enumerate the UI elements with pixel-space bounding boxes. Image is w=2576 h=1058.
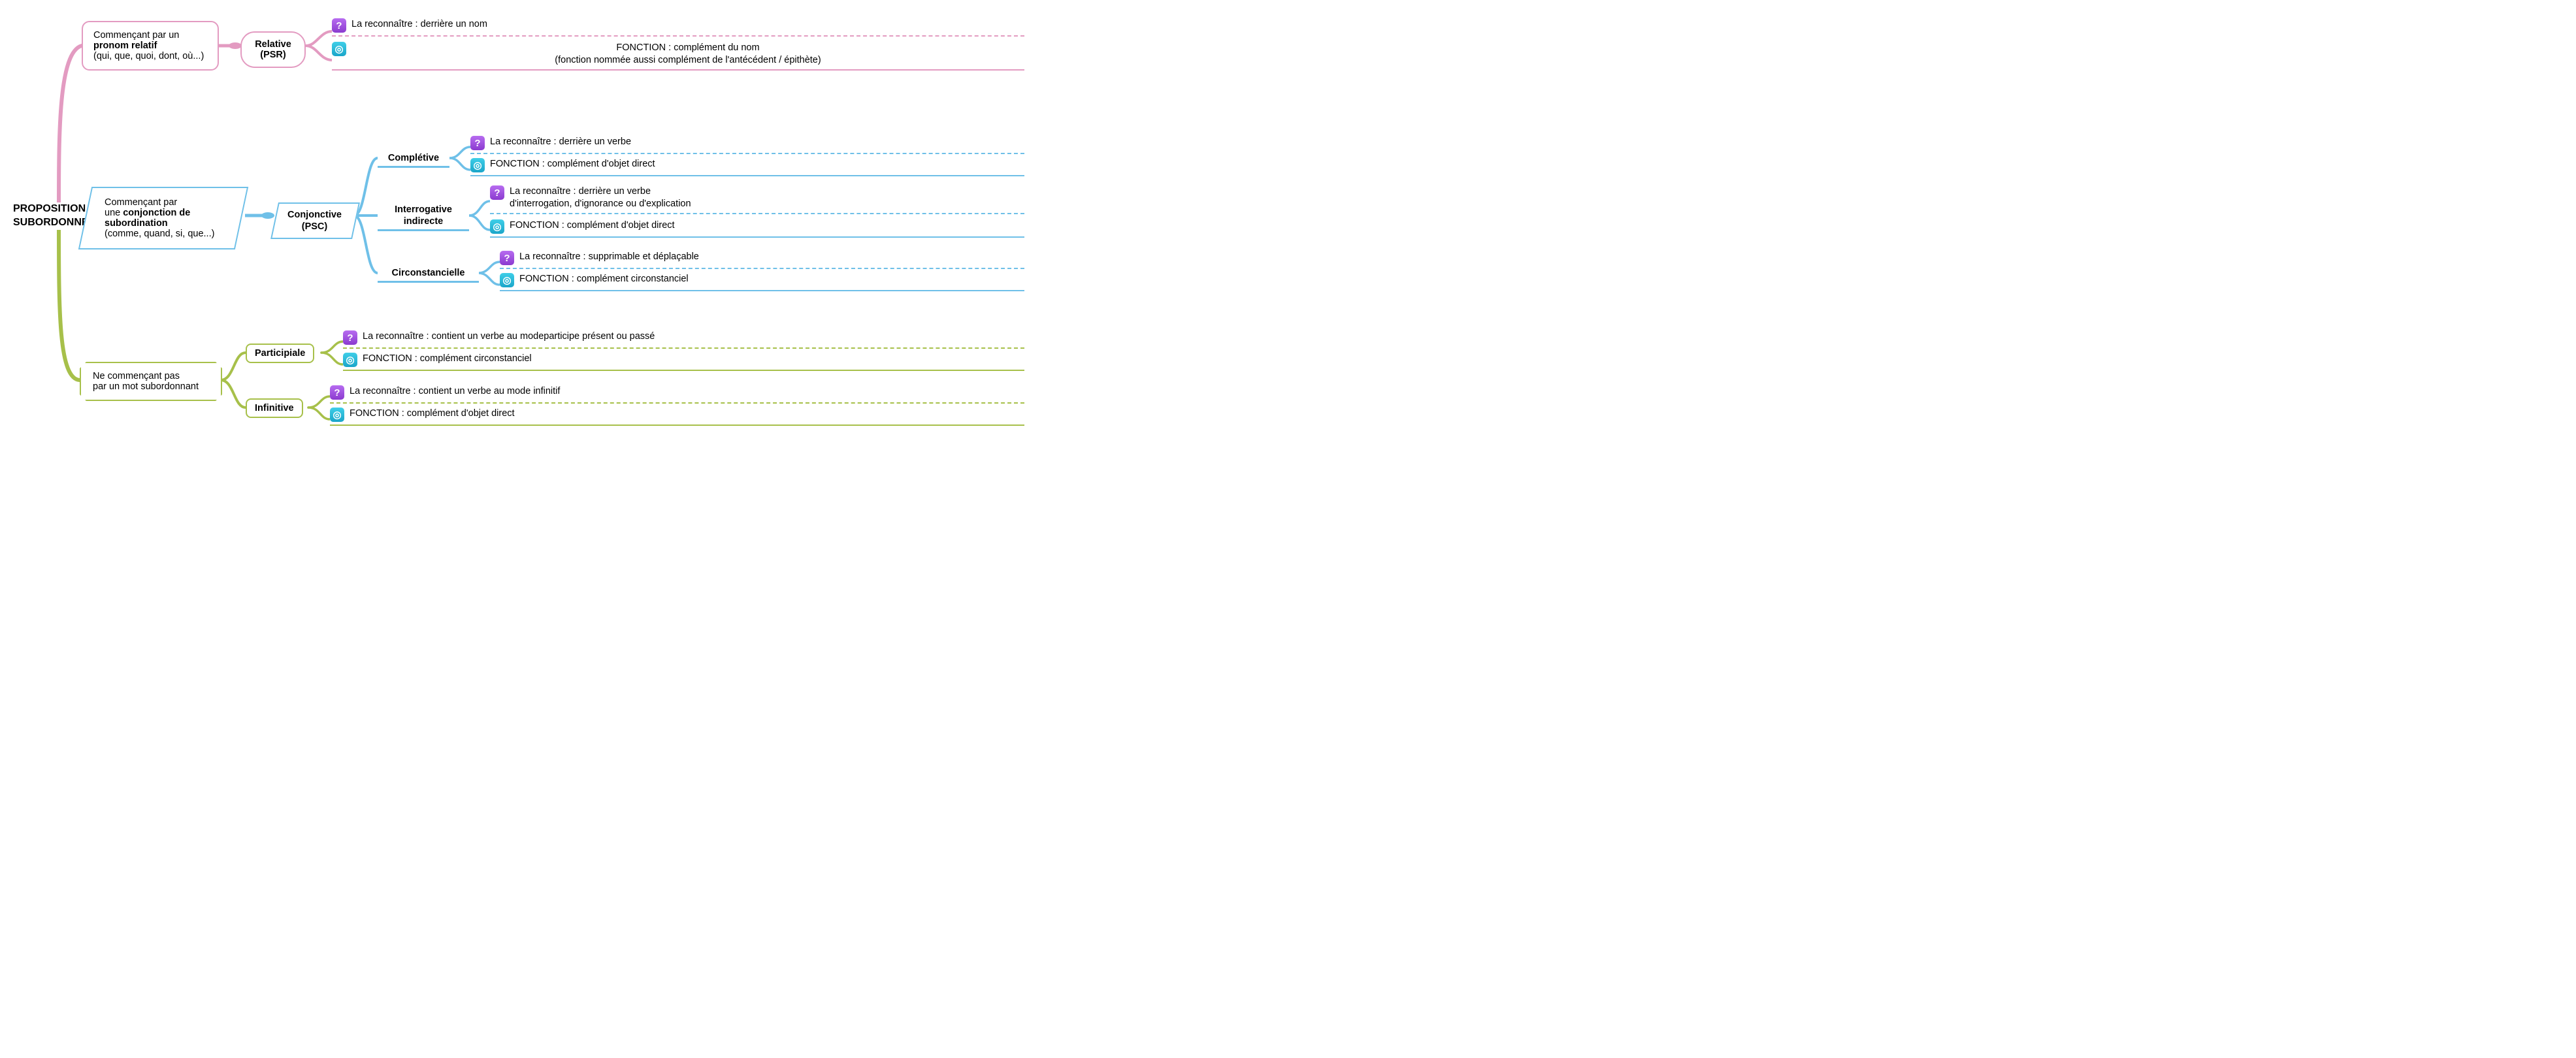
- b2-sub2-title: Interrogative indirecte: [378, 204, 469, 231]
- b2-l3: subordination: [105, 218, 214, 229]
- b1-rec-text: La reconnaître : derrière un nom: [351, 18, 487, 31]
- b1-fonc: ◎ FONCTION : complément du nom (fonction…: [332, 42, 1024, 71]
- b2s3-rec: La reconnaître : supprimable et déplaçab…: [519, 251, 699, 263]
- function-icon: ◎: [332, 42, 346, 56]
- question-icon: ?: [330, 385, 344, 400]
- b1-l1: Commençant par un: [93, 30, 207, 40]
- question-icon: ?: [500, 251, 514, 265]
- branch1-type: Relative (PSR): [240, 31, 306, 68]
- branch2-intro: Commençant par une conjonction de subord…: [78, 187, 248, 249]
- b2-sub2-fonc: ◎ FONCTION : complément d'objet direct: [490, 219, 1024, 238]
- b1-type1: Relative: [251, 39, 295, 50]
- question-icon: ?: [343, 330, 357, 345]
- b2-l1: Commençant par: [105, 197, 214, 208]
- b2s1-fonc: FONCTION : complément d'objet direct: [490, 158, 655, 170]
- b2-sub3-fonc: ◎ FONCTION : complément circonstanciel: [500, 273, 1024, 291]
- b3-sub1-fonc: ◎ FONCTION : complément circonstanciel: [343, 353, 1024, 371]
- b2-sub3-rec: ? La reconnaître : supprimable et déplaç…: [500, 251, 1024, 269]
- b2-l2: une conjonction de: [105, 208, 214, 218]
- b3-sub2-fonc: ◎ FONCTION : complément d'objet direct: [330, 408, 1024, 426]
- b2-sub1-fonc: ◎ FONCTION : complément d'objet direct: [470, 158, 1024, 176]
- b2-sub1-title: Complétive: [378, 152, 449, 168]
- question-icon: ?: [490, 185, 504, 200]
- b2-sub2-rec: ? La reconnaître : derrière un verbed'in…: [490, 185, 1024, 214]
- b2s2-rec: La reconnaître : derrière un verbed'inte…: [510, 185, 691, 210]
- function-icon: ◎: [490, 219, 504, 234]
- b2-type1: Conjonctive: [287, 209, 342, 221]
- branch2-type: Conjonctive (PSC): [270, 202, 360, 239]
- b3s2-rec: La reconnaître : contient un verbe au mo…: [350, 385, 560, 398]
- b3s1-rec: La reconnaître : contient un verbe au mo…: [363, 330, 655, 343]
- b2-sub3-title: Circonstancielle: [378, 267, 479, 283]
- b1-bold: pronom relatif: [93, 40, 207, 51]
- b1-rec: ? La reconnaître : derrière un nom: [332, 18, 1024, 37]
- b1-type2: (PSR): [251, 50, 295, 60]
- b2s1-rec: La reconnaître : derrière un verbe: [490, 136, 631, 148]
- branch1-intro: Commençant par un pronom relatif (qui, q…: [82, 21, 219, 71]
- b3-l1: Ne commençant pas: [93, 371, 209, 381]
- b2s2-fonc: FONCTION : complément d'objet direct: [510, 219, 675, 232]
- function-icon: ◎: [500, 273, 514, 287]
- b2-sub1-rec: ? La reconnaître : derrière un verbe: [470, 136, 1024, 154]
- function-icon: ◎: [343, 353, 357, 367]
- function-icon: ◎: [470, 158, 485, 172]
- b3-sub2-rec: ? La reconnaître : contient un verbe au …: [330, 385, 1024, 404]
- b3s2-fonc: FONCTION : complément d'objet direct: [350, 408, 515, 420]
- question-icon: ?: [470, 136, 485, 150]
- b2-type2: (PSC): [287, 221, 342, 232]
- b3-sub1-title: Participiale: [246, 344, 314, 363]
- b3-sub2-title: Infinitive: [246, 398, 303, 418]
- root-line1: PROPOSITION: [13, 202, 95, 216]
- question-icon: ?: [332, 18, 346, 33]
- b1-l3: (qui, que, quoi, dont, où...): [93, 51, 207, 61]
- b1-fonc-text: FONCTION : complément du nom (fonction n…: [351, 42, 1024, 67]
- b3-l2: par un mot subordonnant: [93, 381, 209, 392]
- b2-l4: (comme, quand, si, que...): [105, 229, 214, 239]
- branch3-intro: Ne commençant pas par un mot subordonnan…: [80, 362, 222, 401]
- b2s3-fonc: FONCTION : complément circonstanciel: [519, 273, 689, 285]
- b3s1-fonc: FONCTION : complément circonstanciel: [363, 353, 532, 365]
- function-icon: ◎: [330, 408, 344, 422]
- mindmap-canvas: PROPOSITION SUBORDONNEE Commençant par u…: [13, 13, 1032, 431]
- b3-sub1-rec: ? La reconnaître : contient un verbe au …: [343, 330, 1024, 349]
